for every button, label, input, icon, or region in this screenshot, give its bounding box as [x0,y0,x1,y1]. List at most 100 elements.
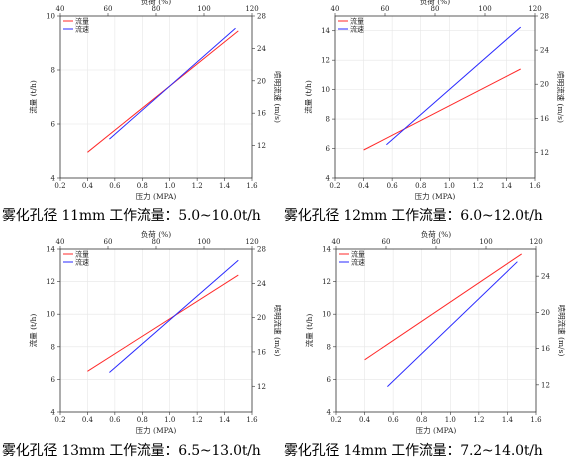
x-tick-label: 1.0 [444,182,455,190]
x-tick-label: 0.8 [137,182,148,190]
y2-tick-label: 28 [257,13,266,21]
x2-tick-label: 120 [245,5,258,13]
x-tick-label: 0.6 [109,182,121,190]
x2-tick-label: 40 [56,5,65,13]
y-tick-label: 12 [322,278,331,286]
series-line-velocity [109,259,239,373]
x2-tick-label: 80 [431,5,440,13]
y2-tick-label: 16 [257,348,266,356]
y-axis-title: 流量 (t/h) [28,314,38,348]
y-tick-label: 8 [326,116,330,124]
x-tick-label: 0.6 [388,416,400,424]
x2-axis-title: 负荷 (%) [141,229,171,239]
x-tick-label: 1.0 [164,416,175,424]
x-tick-label: 0.2 [329,182,340,190]
x-tick-label: 1.4 [502,416,514,424]
y-tick-label: 14 [321,27,330,35]
x-tick-label: 0.4 [82,416,94,424]
x-tick-label: 0.2 [330,416,341,424]
x2-axis-title: 负荷 (%) [421,229,451,239]
y-tick-label: 10 [321,86,330,94]
y-tick-label: 10 [46,311,55,319]
x2-tick-label: 40 [331,5,340,13]
y-tick-label: 4 [51,409,56,417]
y2-axis-title: 喷明流速 (m/s) [273,71,283,123]
x2-tick-label: 60 [104,5,113,13]
series-line-velocity [387,261,518,387]
y2-tick-label: 20 [541,309,550,317]
x-tick-label: 0.2 [54,182,65,190]
legend-label: 流量 [75,250,89,259]
chart-13mm: 0.2 0.4 0.6 0.8 1.0 1.2 1.4 1.6 40 60 80 100 120 4 6 8 1… [28,229,283,434]
x2-axis-title: 负荷 (%) [420,0,450,6]
y2-tick-label: 12 [540,149,549,157]
y2-tick-label: 20 [257,314,266,322]
x2-tick-label: 60 [381,5,390,13]
x-tick-label: 1.6 [530,416,542,424]
x-tick-label: 1.4 [219,182,231,190]
caption-11mm: 雾化孔径 11mm 工作流量：5.0~10.0t/h [2,208,261,224]
chart-12mm: 0.2 0.4 0.6 0.8 1.0 1.2 1.4 1.6 40 60 80 100 120 4 6 8 1… [303,0,566,200]
y2-axis-title: 喷明流速 (m/s) [557,305,567,357]
x-tick-label: 1.2 [473,416,484,424]
plot-frame [335,248,537,413]
y2-tick-label: 28 [257,246,266,254]
y2-tick-label: 16 [257,110,266,118]
y-tick-label: 6 [327,376,332,384]
x-tick-label: 1.6 [246,416,258,424]
y2-tick-label: 12 [541,381,550,389]
y2-tick-label: 16 [540,115,549,123]
x2-tick-label: 120 [245,238,258,246]
x-axis-title: 压力 (MPA) [415,191,456,200]
x2-tick-label: 100 [197,238,210,246]
x-tick-label: 1.4 [219,416,231,424]
y2-tick-label: 24 [541,273,550,281]
x-tick-label: 0.2 [54,416,65,424]
series-line-flow [363,68,521,151]
x-tick-label: 0.6 [109,416,121,424]
x2-tick-label: 40 [332,238,341,246]
x2-tick-label: 40 [56,238,65,246]
y-tick-label: 12 [46,278,55,286]
y-tick-label: 4 [326,175,331,183]
x-tick-label: 0.8 [416,416,427,424]
y-tick-label: 6 [326,145,331,153]
y2-tick-label: 12 [257,142,266,150]
y-tick-label: 10 [46,13,55,21]
x-tick-label: 1.2 [192,182,203,190]
x-tick-label: 0.4 [358,182,370,190]
x2-tick-label: 80 [152,238,161,246]
x2-tick-label: 60 [104,238,113,246]
y2-tick-label: 20 [257,77,266,85]
y-axis-title: 流量 (t/h) [28,80,38,114]
x-tick-label: 1.0 [164,182,175,190]
y-tick-label: 6 [51,376,56,384]
legend-label: 流速 [351,258,365,267]
series-line-velocity [109,27,236,140]
series-line-velocity [386,26,522,146]
y2-tick-label: 24 [257,280,266,288]
caption-12mm: 雾化孔径 12mm 工作流量：6.0~12.0t/h [284,208,543,224]
x-tick-label: 0.4 [82,182,94,190]
y2-tick-label: 28 [540,13,549,21]
legend-label: 流速 [75,258,89,267]
y2-tick-label: 20 [540,81,549,89]
chart-11mm: 0.2 0.4 0.6 0.8 1.0 1.2 1.4 1.6 40 60 80 100 120 4 6 8 1… [28,0,283,200]
x-axis-title: 压力 (MPA) [416,425,457,434]
legend-label: 流量 [75,17,89,26]
x-tick-label: 0.4 [359,416,371,424]
x-tick-label: 1.2 [472,182,483,190]
x-tick-label: 0.6 [387,182,399,190]
y2-tick-label: 16 [541,345,550,353]
x-tick-label: 1.2 [192,416,203,424]
legend-label: 流速 [75,25,89,34]
y2-tick-label: 12 [257,383,266,391]
x2-axis-title: 负荷 (%) [141,0,171,6]
y-tick-label: 4 [51,175,56,183]
y-tick-label: 8 [51,67,55,75]
y-tick-label: 12 [321,57,330,65]
series-line-flow [87,274,239,372]
y-tick-label: 8 [51,343,55,351]
x2-tick-label: 100 [478,5,491,13]
